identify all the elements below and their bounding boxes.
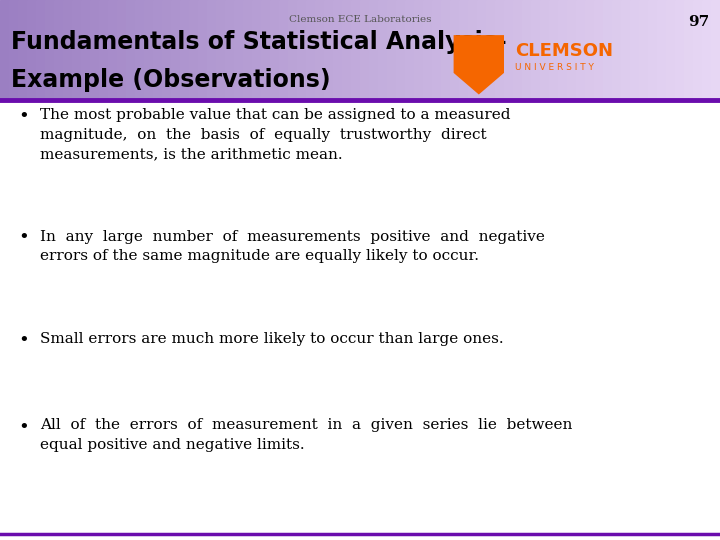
Bar [162,0,173,100]
Bar [126,0,137,100]
Bar [387,0,397,100]
Bar [81,0,91,100]
Bar [432,0,442,100]
Bar [378,0,389,100]
Text: Clemson ECE Laboratories: Clemson ECE Laboratories [289,15,431,24]
Text: All  of  the  errors  of  measurement  in  a  given  series  lie  between
equal : All of the errors of measurement in a gi… [40,418,572,452]
Text: •: • [18,418,29,436]
Text: 97: 97 [688,15,709,29]
Bar [63,0,73,100]
Bar [342,0,353,100]
Text: In  any  large  number  of  measurements  positive  and  negative
errors of the : In any large number of measurements posi… [40,230,544,263]
Bar [306,0,317,100]
Bar [351,0,361,100]
Bar [711,0,720,100]
Bar [54,0,65,100]
Bar [18,0,29,100]
Bar [504,0,514,100]
Bar [630,0,641,100]
Bar [288,0,299,100]
Bar [252,0,262,100]
Bar [360,0,370,100]
Polygon shape [454,35,504,94]
Bar [468,0,478,100]
Bar [576,0,586,100]
Bar [279,0,289,100]
Bar [414,0,424,100]
Text: •: • [18,332,29,350]
Bar [207,0,217,100]
Bar [396,0,407,100]
Bar [180,0,190,100]
Bar [45,0,55,100]
Bar [486,0,497,100]
Bar [324,0,334,100]
Bar [135,0,145,100]
Bar [171,0,181,100]
Text: •: • [18,108,29,126]
Text: Fundamentals of Statistical Analysis-: Fundamentals of Statistical Analysis- [11,30,506,53]
Text: U N I V E R S I T Y: U N I V E R S I T Y [515,63,594,72]
Bar [513,0,523,100]
Bar [540,0,550,100]
Text: •: • [18,230,29,247]
Bar [639,0,649,100]
Text: The most probable value that can be assigned to a measured
magnitude,  on  the  : The most probable value that can be assi… [40,108,510,161]
Bar [702,0,712,100]
Bar [522,0,532,100]
Bar [144,0,154,100]
Bar [594,0,604,100]
Bar [405,0,415,100]
Bar [198,0,209,100]
Bar [369,0,379,100]
Bar [657,0,667,100]
Bar [0,0,11,100]
Bar [621,0,631,100]
Bar [72,0,82,100]
Bar [603,0,613,100]
Bar [441,0,451,100]
Bar [693,0,703,100]
Bar [36,0,46,100]
Bar [567,0,577,100]
Bar [225,0,235,100]
Bar [261,0,271,100]
Bar [234,0,245,100]
Bar [423,0,433,100]
Bar [117,0,127,100]
Bar [153,0,163,100]
Text: CLEMSON: CLEMSON [515,42,613,59]
Bar [108,0,119,100]
Bar [333,0,343,100]
Bar [315,0,325,100]
Text: Small errors are much more likely to occur than large ones.: Small errors are much more likely to occ… [40,332,503,346]
Bar [459,0,469,100]
Bar [531,0,541,100]
Bar [189,0,199,100]
Bar [495,0,505,100]
Bar [612,0,622,100]
Bar [477,0,487,100]
Bar [99,0,109,100]
Bar [270,0,281,100]
Bar [675,0,685,100]
Bar [558,0,569,100]
Bar [450,0,461,100]
Bar [585,0,595,100]
Bar [9,0,19,100]
Bar [243,0,253,100]
Bar [549,0,559,100]
Bar [297,0,307,100]
Text: Example (Observations): Example (Observations) [11,68,330,91]
Bar [648,0,658,100]
Bar [27,0,37,100]
Bar [216,0,226,100]
Bar [666,0,677,100]
Bar [90,0,101,100]
Bar [684,0,694,100]
